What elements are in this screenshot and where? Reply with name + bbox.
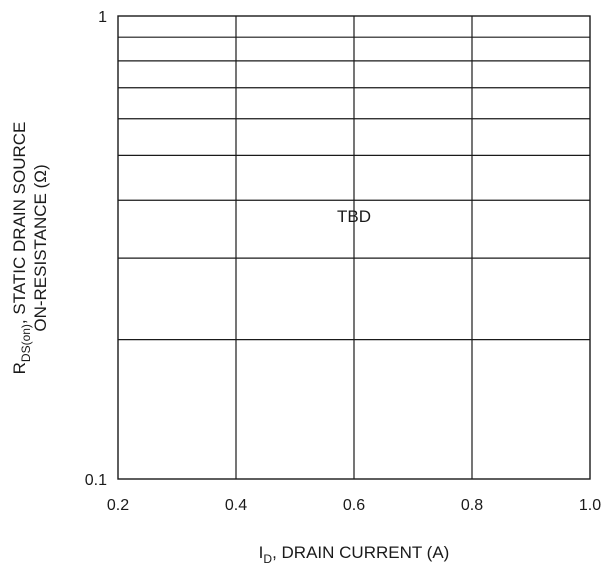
grid bbox=[118, 16, 590, 479]
y-axis-label: RDS(on), STATIC DRAIN SOURCE ON-RESISTAN… bbox=[10, 122, 50, 375]
y-axis-label-line2: ON-RESISTANCE (Ω) bbox=[31, 164, 50, 331]
y-tick-label: 0.1 bbox=[85, 472, 107, 489]
y-axis-label-line1: RDS(on), STATIC DRAIN SOURCE bbox=[10, 122, 33, 375]
x-tick-label: 0.2 bbox=[107, 497, 129, 514]
y-tick-label: 1 bbox=[98, 9, 107, 26]
x-tick-label: 0.6 bbox=[343, 497, 365, 514]
tick-labels: 0.2 0.4 0.6 0.8 1.0 0.1 1 bbox=[85, 9, 601, 514]
plot-frame bbox=[117, 15, 591, 480]
annotation-text: TBD bbox=[337, 207, 371, 226]
x-tick-label: 1.0 bbox=[579, 497, 601, 514]
x-tick-label: 0.8 bbox=[461, 497, 483, 514]
x-tick-label: 0.4 bbox=[225, 497, 247, 514]
x-axis-label: ID, DRAIN CURRENT (A) bbox=[259, 543, 450, 566]
annotations: TBD bbox=[337, 207, 371, 226]
